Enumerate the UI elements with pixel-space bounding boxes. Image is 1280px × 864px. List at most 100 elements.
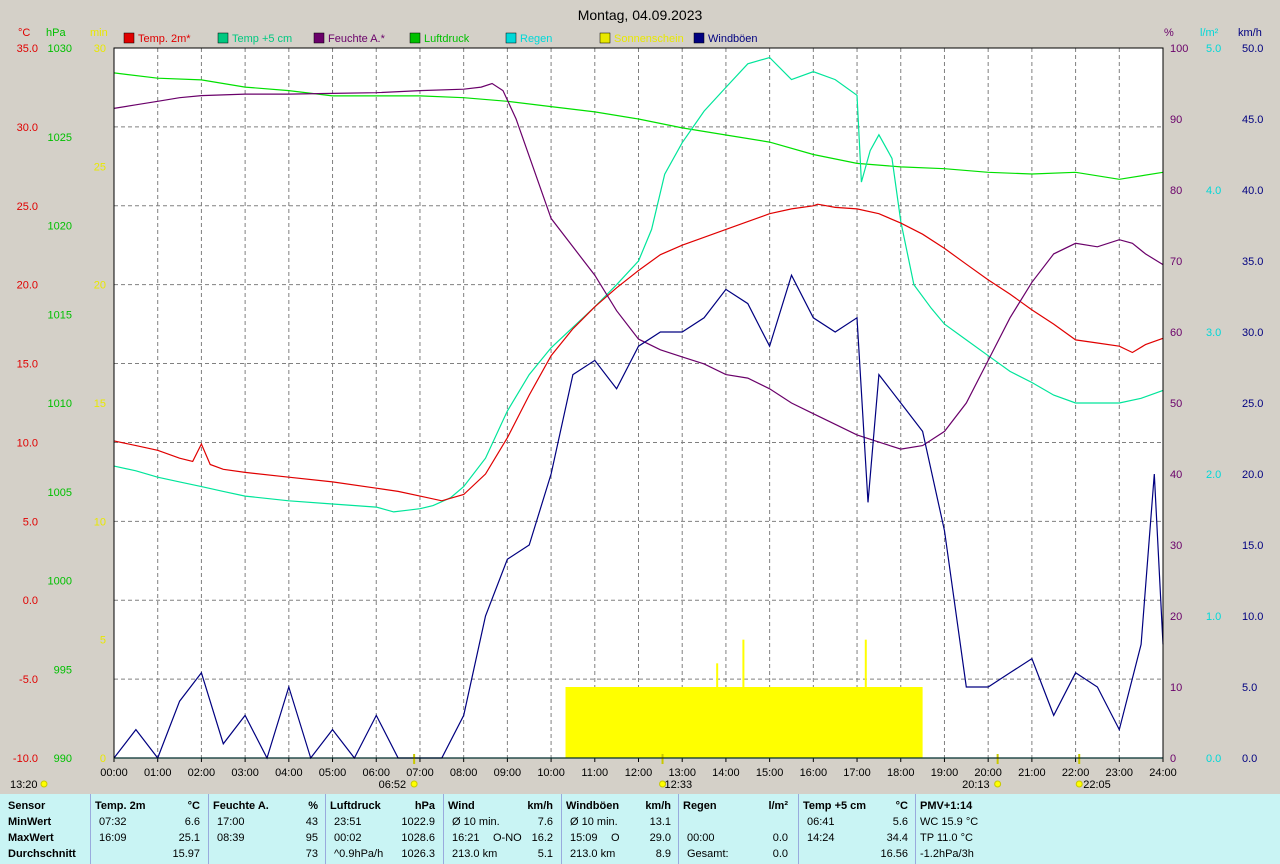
stats-t5-value: 34.4 [886,832,908,844]
sunrise-label: 06:52 [379,779,407,791]
x-tick-label: 06:00 [362,767,390,779]
stats-separator [443,794,444,864]
x-tick-label: 21:00 [1018,767,1046,779]
legend-swatch [409,32,421,44]
humidity-axis-tick: 100 [1170,43,1188,55]
humidity-axis-tick: 60 [1170,327,1182,339]
stats-separator [798,794,799,864]
temp-axis-tick: -5.0 [19,674,38,686]
temp-axis-tick: 15.0 [17,359,38,371]
humidity-axis-tick: 50 [1170,398,1182,410]
stats-hum-value: 73 [305,848,318,860]
wind-axis-tick: 35.0 [1242,256,1263,268]
legend-label: Temp +5 cm [232,33,292,45]
stats-unit-wind: km/h [527,800,553,812]
humidity-axis-tick: 10 [1170,682,1182,694]
pressure-line [113,72,1164,180]
series-group [113,56,1164,760]
pressure-axis-tick: 995 [54,664,72,676]
wind-axis-tick: 40.0 [1242,185,1263,197]
wind-axis-tick: 0.0 [1242,753,1257,765]
x-tick-label: 18:00 [887,767,915,779]
stats-pres-time: 23:51 [334,816,362,828]
rain-axis-tick: 5.0 [1206,43,1221,55]
stats-temp-time: 07:32 [99,816,127,828]
temp-axis-tick: 35.0 [17,43,38,55]
stats-header-rain: Regen [683,800,717,812]
stats-header-temp: Temp. 2m [95,800,146,812]
stats-hum-value: 43 [305,816,318,828]
legend-label: Temp. 2m* [138,33,191,45]
rain-axis-unit: l/m² [1200,27,1219,39]
x-tick-label: 12:00 [625,767,653,779]
stats-temp-time: 16:09 [99,832,127,844]
stats-gust-time: 15:09 [570,832,598,844]
stats-pmv-value: TP 11.0 °C [920,832,973,844]
stats-gust-value: 29.0 [649,832,671,844]
stats-t5-time: 06:41 [807,816,835,828]
stats-wind-value: 7.6 [537,816,553,828]
stats-wind-time: 213.0 km [452,848,498,860]
legend-label: Luftdruck [424,33,470,45]
stats-hum-value: 95 [305,832,318,844]
stats-wind-value: 16.2 [531,832,553,844]
rain-axis-tick: 1.0 [1206,611,1221,623]
sun-axis-tick: 20 [94,280,106,292]
sun-axis-tick: 0 [100,753,106,765]
pressure-axis-tick: 1000 [48,576,72,588]
x-tick-label: 05:00 [319,767,347,779]
stats-row-label: MinWert [8,816,52,828]
x-tick-label: 14:00 [712,767,740,779]
stats-pres-time: 00:02 [334,832,362,844]
legend-swatch [599,32,611,44]
x-tick-label: 11:00 [581,767,608,779]
stats-temp-value: 15.97 [172,848,200,860]
x-tick-label: 23:00 [1106,767,1134,779]
humidity-axis-tick: 30 [1170,540,1182,552]
x-tick-label: 00:00 [100,767,128,779]
legend-label: Regen [520,33,552,45]
x-tick-label: 24:00 [1149,767,1177,779]
wind-axis-tick: 45.0 [1242,114,1263,126]
x-tick-label: 09:00 [494,767,522,779]
humidity-axis-tick: 80 [1170,185,1182,197]
x-tick-label: 20:00 [974,767,1002,779]
legend: Temp. 2m* Temp +5 cm Feuchte A.* Luftdruck R… [123,32,758,45]
stats-t5-value: 5.6 [892,816,908,828]
stats-hum-time: 17:00 [217,816,245,828]
left-time-label: 13:20 [10,779,38,791]
wind-axis-tick: 25.0 [1242,398,1263,410]
stats-header-gust: Windböen [566,800,620,812]
x-tick-label: 02:00 [188,767,216,779]
stats-separator [561,794,562,864]
stats-unit-pres: hPa [414,800,435,812]
temp-axis-tick: -10.0 [13,753,38,765]
stats-unit-rain: l/m² [768,800,788,812]
stats-header-pmv: PMV+1:14 [920,800,973,812]
pressure-axis-tick: 1005 [48,487,72,499]
pressure-axis-unit: hPa [46,27,66,39]
stats-pres-time: ^0.9hPa/h [334,848,384,860]
temp-axis-tick: 20.0 [17,280,38,292]
humidity-axis-tick: 40 [1170,469,1182,481]
temp2m-line [113,203,1164,502]
stats-separator [915,794,916,864]
stats-t5-time: 14:24 [807,832,835,844]
temp-axis-tick: 25.0 [17,201,38,213]
rain-axis-tick: 4.0 [1206,185,1221,197]
humidity-axis-tick: 90 [1170,114,1182,126]
legend-label: Sonnenschein [614,33,684,45]
x-tick-label: 16:00 [800,767,828,779]
temp-axis-tick: 0.0 [23,595,38,607]
pressure-axis-tick: 990 [54,753,72,765]
wind-axis-tick: 5.0 [1242,682,1257,694]
x-tick-label: 17:00 [843,767,871,779]
stats-temp-value: 6.6 [184,816,200,828]
temp-axis-tick: 30.0 [17,122,38,134]
x-tick-label: 01:00 [144,767,172,779]
x-tick-label: 15:00 [756,767,784,779]
stats-unit-gust: km/h [645,800,671,812]
stats-header-sensor: Sensor [8,800,46,812]
weather-chart: Montag, 04.09.2023 Temp. 2m* Temp +5 cm Fe… [10,7,1264,791]
stats-gust-direction: O [611,832,620,844]
